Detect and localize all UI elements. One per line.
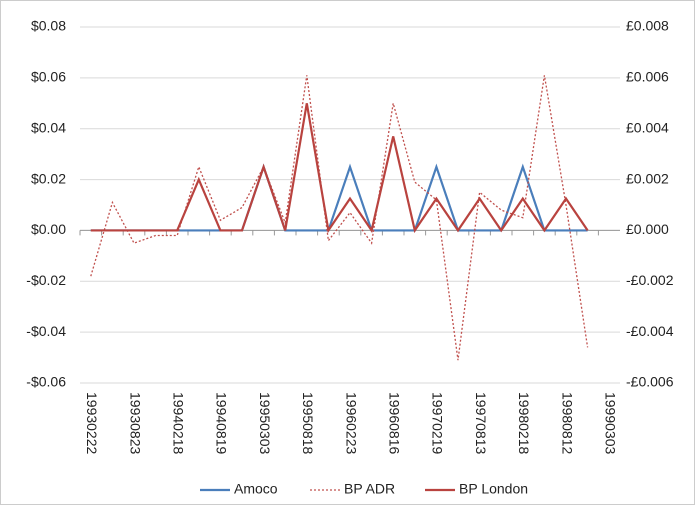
y2-tick-label: £0.000 bbox=[626, 221, 669, 237]
x-tick-label: 19930222 bbox=[84, 392, 100, 455]
x-tick-label: 19950818 bbox=[300, 392, 316, 455]
y2-tick-label: -£0.006 bbox=[626, 374, 674, 390]
y2-tick-label: £0.004 bbox=[626, 119, 669, 135]
legend-label: Amoco bbox=[234, 481, 278, 497]
x-tick-label: 19940218 bbox=[170, 392, 186, 455]
x-tick-label: 19990303 bbox=[602, 392, 618, 455]
x-tick-label: 19970219 bbox=[430, 392, 446, 455]
series-line bbox=[90, 103, 589, 234]
y-tick-label: $0.02 bbox=[31, 170, 66, 186]
y2-tick-label: -£0.002 bbox=[626, 272, 674, 288]
y-tick-label: $0.04 bbox=[31, 119, 66, 135]
x-tick-label: 19940819 bbox=[214, 392, 230, 455]
y-tick-label: -$0.02 bbox=[26, 272, 66, 288]
x-tick-label: 19970813 bbox=[473, 392, 489, 455]
x-tick-label: 19960223 bbox=[343, 392, 359, 455]
x-tick-label: 19960816 bbox=[386, 392, 402, 455]
y2-tick-label: -£0.004 bbox=[626, 323, 674, 339]
y-tick-label: -$0.06 bbox=[26, 374, 66, 390]
y2-tick-label: £0.002 bbox=[626, 170, 669, 186]
y-tick-label: -$0.04 bbox=[26, 323, 66, 339]
legend-label: BP London bbox=[459, 481, 528, 497]
legend-label: BP ADR bbox=[344, 481, 395, 497]
x-tick-label: 19930823 bbox=[127, 392, 143, 455]
x-tick-label: 19950303 bbox=[257, 392, 273, 455]
y2-tick-label: £0.006 bbox=[626, 69, 669, 85]
y-tick-label: $0.08 bbox=[31, 18, 66, 34]
y-tick-label: $0.06 bbox=[31, 69, 66, 85]
y2-tick-label: £0.008 bbox=[626, 18, 669, 34]
x-tick-label: 19980218 bbox=[516, 392, 532, 455]
series-line bbox=[90, 75, 589, 361]
y-tick-label: $0.00 bbox=[31, 221, 66, 237]
x-tick-label: 19980812 bbox=[559, 392, 575, 455]
